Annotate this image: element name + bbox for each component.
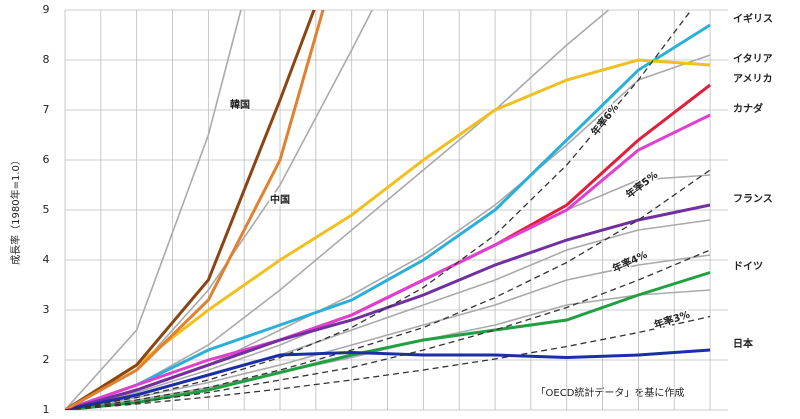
trend-line [65, 249, 711, 410]
y-tick-label: 5 [43, 203, 50, 216]
trend-line [65, 169, 711, 410]
series-line [65, 10, 242, 410]
y-tick-label: 1 [43, 403, 50, 416]
y-tick-label: 7 [43, 103, 50, 116]
series-label: 年率6% [588, 101, 621, 138]
source-note: 「OECD統計データ」を基に作成 [536, 386, 685, 399]
plot-area [65, 10, 711, 410]
series-line [65, 10, 316, 410]
trend-line [65, 10, 693, 410]
series-line [65, 23, 711, 410]
series-label: 韓国 [230, 98, 250, 111]
y-tick-label: 9 [43, 3, 50, 16]
series-label: 年率3% [652, 308, 691, 332]
y-tick-label: 3 [43, 303, 50, 316]
series-line [65, 10, 325, 410]
series-label: アメリカ [733, 73, 773, 85]
series-label: カナダ [733, 102, 763, 115]
series-label: 日本 [733, 337, 754, 350]
series-line [65, 254, 711, 410]
series-label: 中国 [270, 193, 290, 206]
series-label: フランス [733, 193, 773, 205]
y-axis-label: 成長率（1980年=1.0） [9, 155, 22, 265]
y-tick-label: 4 [43, 253, 50, 266]
y-tick-label: 8 [43, 53, 50, 66]
series-label: イギリス [733, 12, 773, 25]
series-label: 年率4% [610, 248, 649, 275]
series-label: イタリア [733, 53, 773, 65]
series-label: ドイツ [733, 261, 763, 273]
series-line [65, 58, 711, 410]
y-tick-label: 2 [43, 353, 50, 366]
trend-line [65, 315, 711, 410]
series-line [65, 348, 711, 410]
y-tick-label: 6 [43, 153, 50, 166]
series-line [65, 271, 711, 410]
series-line [65, 113, 711, 410]
